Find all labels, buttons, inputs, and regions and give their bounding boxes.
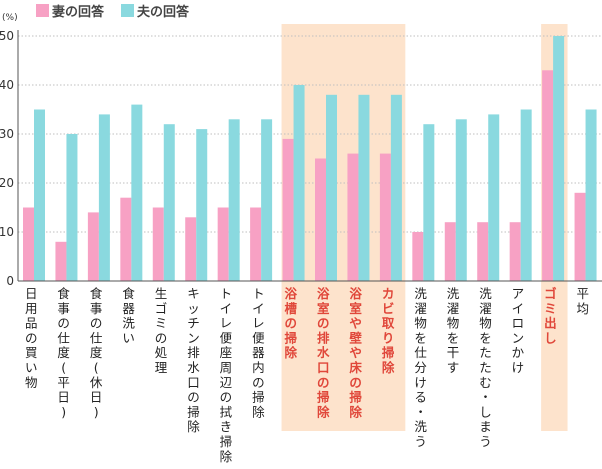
x-category-label: 生ゴミの処理 [155, 286, 168, 375]
grid-lines [18, 35, 602, 233]
bar-husband [163, 124, 175, 281]
y-unit-label: (%) [2, 13, 18, 23]
x-category-label: アイロンかけ [512, 286, 525, 375]
x-category-label: カビ取り掃除 [382, 286, 395, 375]
x-category-label: ゴミ出し [544, 286, 557, 345]
y-tick-label: 20 [0, 176, 14, 190]
bar-wife [379, 153, 391, 281]
bar-husband [293, 85, 305, 281]
bars [23, 36, 597, 282]
legend-swatch-wife [36, 4, 49, 17]
bar-husband [455, 119, 467, 281]
y-tick-label: 30 [0, 127, 14, 141]
bar-wife [574, 192, 586, 281]
x-category-label: トイレ便器内の掃除 [252, 286, 265, 419]
x-category-labels: 日用品の買い物 食事の仕度(平日) 食事の仕度(休日) 食器洗い 生ゴミの処理 キッチン排… [25, 286, 589, 464]
bar-wife [152, 207, 164, 281]
x-category-label: 浴室の排水口の掃除 [317, 286, 330, 419]
bar-husband [585, 109, 597, 281]
bar-husband [66, 134, 78, 281]
legend-label-husband: 夫の回答 [137, 4, 190, 20]
bar-husband [98, 114, 110, 282]
x-category-label: 食事の仕度(平日) [57, 286, 70, 419]
bar-wife [315, 158, 326, 281]
legend-swatch-husband [121, 4, 134, 17]
legend-label-wife: 妻の回答 [52, 4, 105, 20]
x-category-label: 洗濯物を仕分ける・洗う [414, 286, 427, 449]
bar-wife [477, 222, 489, 281]
x-category-label: 浴室や壁や床の掃除 [349, 286, 362, 419]
legend: 妻の回答 夫の回答 [36, 4, 190, 20]
bar-husband [196, 129, 208, 281]
bar-husband [261, 119, 273, 281]
x-category-label: トイレ便座周辺の拭き掃除 [220, 286, 233, 464]
bar-husband [131, 104, 143, 281]
bar-wife [217, 207, 229, 281]
x-category-label: 浴槽の掃除 [285, 286, 298, 360]
bar-wife [120, 197, 132, 281]
bar-husband [553, 36, 565, 281]
axes: (%) [2, 13, 602, 282]
bar-husband [228, 119, 240, 281]
bar-wife [87, 212, 99, 281]
bar-wife [55, 241, 67, 281]
bar-wife [23, 207, 34, 281]
bar-husband [488, 114, 500, 282]
y-tick-labels: 0 10 20 30 40 50 [0, 29, 14, 288]
bar-wife [444, 222, 456, 281]
bar-husband [390, 94, 402, 281]
bar-wife [250, 207, 262, 281]
bar-wife [542, 70, 554, 281]
y-tick-label: 0 [6, 274, 14, 288]
bar-husband [520, 109, 532, 281]
bar-husband [358, 94, 370, 281]
bar-wife [412, 232, 424, 281]
x-category-label: キッチン排水口の掃除 [187, 286, 200, 434]
x-category-label: 平均 [577, 286, 590, 316]
bar-wife [282, 138, 294, 281]
bar-husband [34, 109, 45, 281]
bar-husband [423, 124, 435, 281]
x-category-label: 洗濯物を干す [447, 286, 460, 375]
y-tick-label: 50 [0, 29, 14, 43]
x-category-label: 食器洗い [122, 286, 135, 345]
x-category-label: 日用品の買い物 [25, 286, 38, 390]
x-category-label: 洗濯物をたたむ・しまう [479, 286, 492, 449]
bar-husband [326, 94, 337, 281]
bar-wife [347, 153, 359, 281]
bar-wife [185, 217, 197, 281]
bar-wife [509, 222, 521, 281]
x-category-label: 食事の仕度(休日) [90, 286, 103, 419]
y-tick-label: 40 [0, 78, 14, 92]
y-tick-label: 10 [0, 225, 14, 239]
